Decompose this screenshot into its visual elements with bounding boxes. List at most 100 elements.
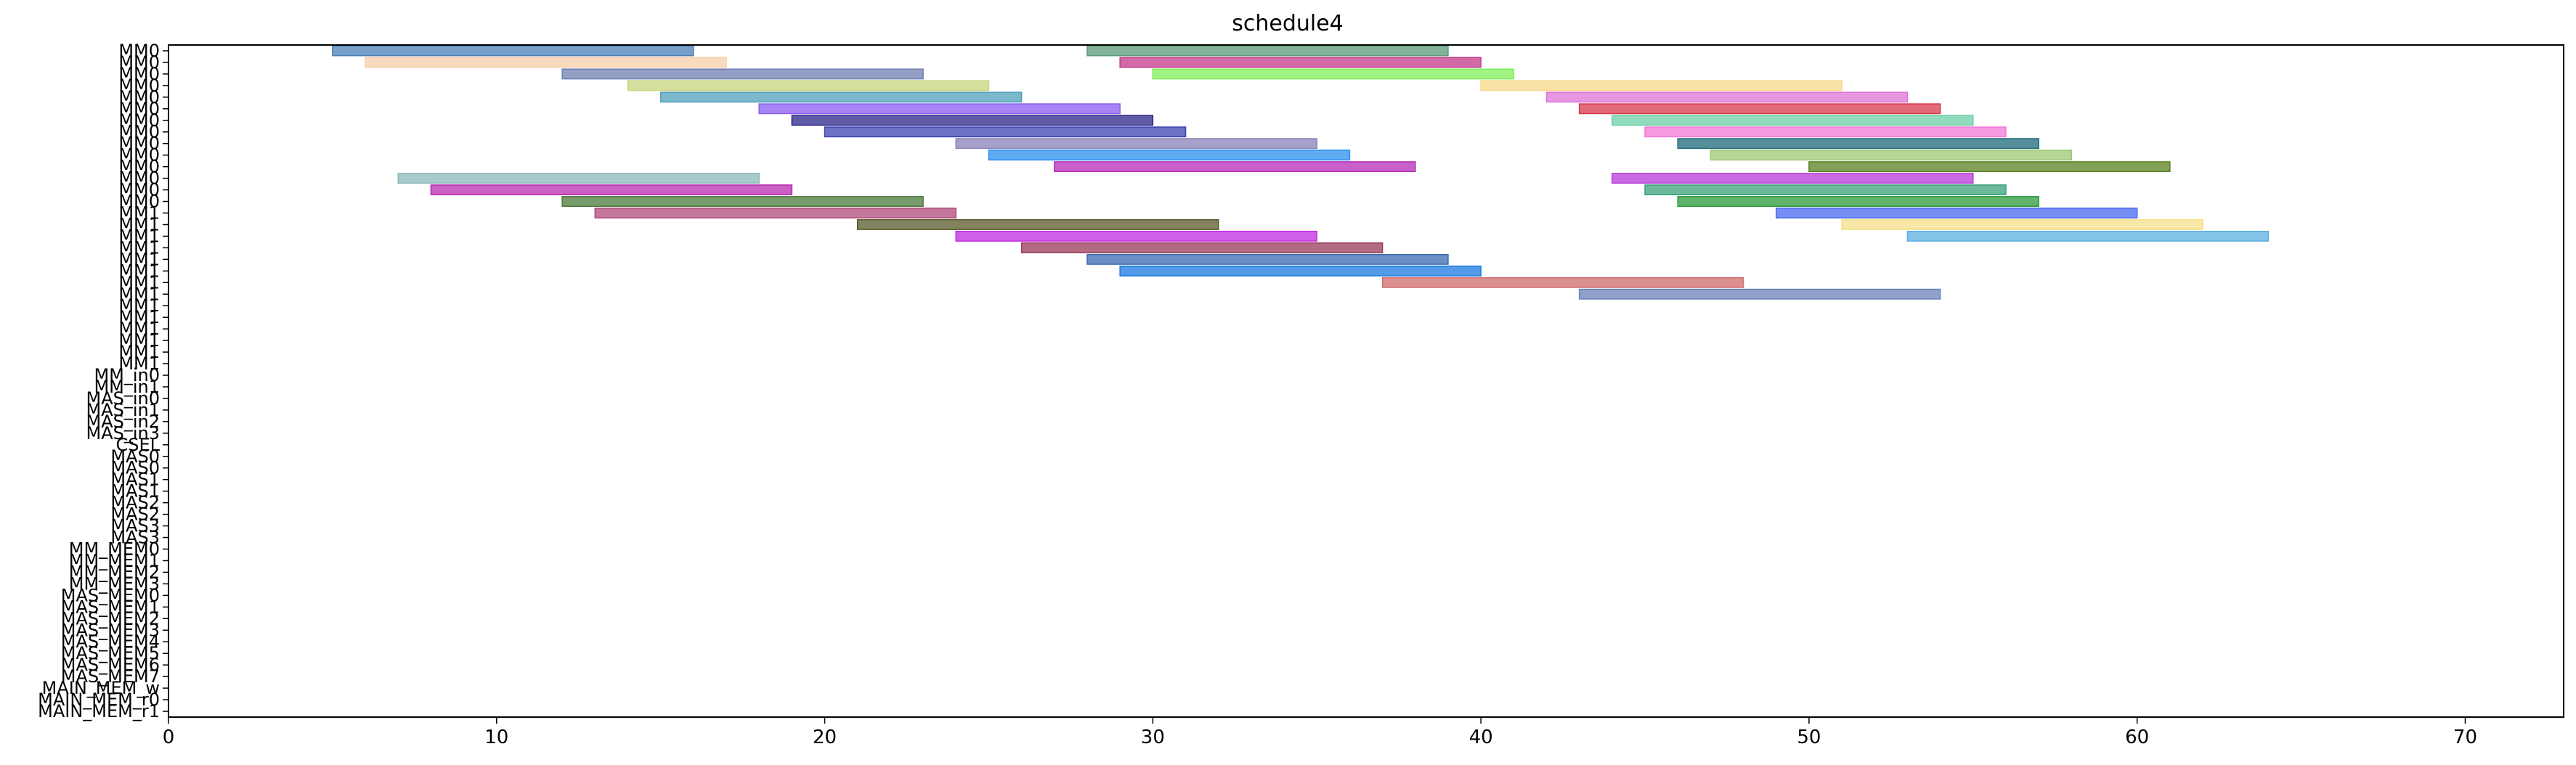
y-tick-label: MAS_MEM6 [61,655,160,675]
task-bar [955,230,1317,242]
y-tick-label: MM_in0 [94,365,160,385]
x-tick-label: 10 [484,727,508,748]
task-bar [365,57,727,68]
y-tick-label: MM1 [118,226,160,246]
task-bar [1644,126,2007,138]
x-tick-label: 40 [1469,727,1493,748]
y-tick-label: MAS_MEM4 [61,631,160,652]
plot-frame [168,44,2564,718]
task-bar [1710,150,2073,161]
y-tick-label: MAS_in2 [86,412,160,432]
x-tick-label: 0 [163,727,175,748]
y-tick-label: MM0 [118,180,160,200]
y-tick-label: MM0 [118,145,160,165]
task-bar [955,138,1317,150]
task-bar [1119,265,1482,277]
task-bar [627,80,990,91]
task-bar [594,208,957,218]
y-tick-label: MAS0 [110,446,160,467]
y-tick-label: MM0 [118,168,160,189]
task-bar [1480,80,1842,91]
task-bar [1152,68,1515,80]
y-tick-label: MM0 [118,52,160,73]
chart-title: schedule4 [1232,11,1344,36]
task-bar [659,91,1023,103]
y-tick-label: MAS1 [110,470,160,490]
y-tick-label: MM0 [118,99,160,119]
y-tick-label: MM0 [118,64,160,84]
task-bar [856,219,1219,230]
y-tick-label: MM_MEM1 [69,550,160,570]
x-tick-label: 60 [2125,727,2149,748]
y-tick-label: MAS_MEM0 [61,585,160,605]
task-bar [1578,103,1941,115]
y-tick-label: MAS_MEM5 [61,643,160,663]
y-tick-label: MM_in1 [94,377,160,397]
task-bar [1578,288,1941,300]
y-tick-label: MM1 [118,353,160,374]
y-tick-label: MAS_in3 [86,423,160,443]
y-tick-label: MAS3 [110,528,160,548]
y-tick-label: MM0 [118,134,160,154]
y-tick-label: MAS_MEM2 [61,608,160,629]
y-tick-label: MAS2 [110,504,160,525]
y-tick-label: MM1 [118,203,160,224]
row-labels: MM0MM0MM0MM0MM0MM0MM0MM0MM0MM0MM0MM0MM0M… [38,41,168,721]
y-tick-label: MAS_MEM3 [61,620,160,640]
y-tick-label: MAS_in0 [86,388,160,409]
task-bar [1677,138,2039,150]
y-tick-label: MM1 [118,261,160,281]
task-bar [430,184,793,196]
y-tick-label: CSEL [115,435,160,455]
y-tick-label: MAS_MEM7 [61,666,160,687]
task-bar [1677,196,2039,207]
y-tick-label: MM1 [118,307,160,327]
y-tick-label: MAS_MEM1 [61,597,160,617]
task-bar [1086,253,1449,265]
task-bar [1612,115,1974,126]
task-bar [1612,173,1974,184]
task-bar [1808,161,2171,173]
y-tick-label: MM1 [118,214,160,234]
y-tick-label: MAS2 [110,493,160,513]
y-tick-label: MM_MEM2 [69,562,160,582]
task-bar [1841,219,2203,230]
task-bar [1906,230,2270,242]
y-tick-label: MM1 [118,330,160,351]
y-tick-label: MM0 [118,157,160,177]
y-tick-label: MM0 [118,192,160,212]
y-tick-label: MM1 [118,237,160,258]
task-bar [332,45,694,57]
y-tick-label: MAS_in1 [86,400,160,420]
task-bar [1119,57,1482,68]
task-bar [561,68,924,80]
task-bar [988,150,1351,161]
x-tick-label: 30 [1141,727,1165,748]
x-tick-label: 20 [813,727,837,748]
y-tick-label: MM_MEM0 [69,539,160,560]
y-tick-label: MM1 [118,295,160,316]
task-bar [1644,184,2007,196]
y-tick-label: MM0 [118,87,160,107]
y-tick-label: MM1 [118,284,160,304]
y-tick-label: MAIN_MEM_r1 [38,701,160,721]
y-tick-label: MM0 [118,122,160,142]
task-bar [561,196,924,207]
x-tick-label: 50 [1797,727,1821,748]
y-tick-label: MM1 [118,249,160,269]
y-tick-label: MM0 [118,41,160,61]
y-tick-label: MAIN_MEM_r0 [38,690,160,710]
x-tick-label: 70 [2453,727,2477,748]
task-bar [397,173,760,184]
y-tick-label: MM0 [118,75,160,96]
task-bar [791,115,1154,126]
x-axis: 0 10 20 30 40 50 60 70 [163,717,2477,748]
task-bar [824,126,1187,138]
y-tick-label: MAS1 [110,481,160,502]
y-tick-label: MAIN_MEM_w [42,678,160,698]
y-tick-label: MM_MEM3 [69,573,160,594]
task-bar [1020,242,1384,253]
y-tick-label: MAS3 [110,516,160,536]
task-bar [1381,277,1744,288]
